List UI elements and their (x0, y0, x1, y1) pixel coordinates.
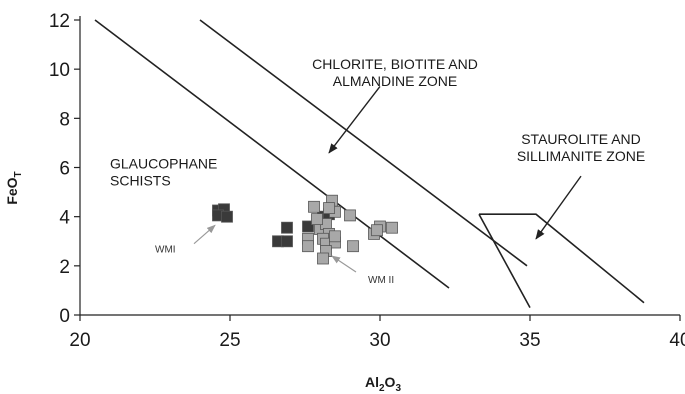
data-points (212, 194, 398, 265)
y-tick-label: 6 (59, 159, 70, 180)
y-tick-label: 8 (59, 109, 70, 130)
boundary-line-3 (479, 213, 645, 304)
series-wmi (212, 203, 335, 248)
data-point (281, 221, 293, 234)
boundary-line-1 (94, 19, 450, 289)
label-wm-ii: WM II (368, 275, 394, 286)
data-point (302, 240, 314, 253)
x-tick-label: 35 (519, 330, 540, 351)
label-staurolite-zone: STAUROLITE AND SILLIMANITE ZONE (517, 131, 645, 164)
data-point (323, 202, 335, 215)
data-point (311, 213, 323, 226)
data-point (347, 240, 359, 253)
data-point (281, 235, 293, 248)
boundary-line-4 (478, 213, 531, 308)
arrow-wmi (193, 224, 216, 245)
data-point (221, 210, 233, 223)
arrow-chlorite (328, 85, 381, 154)
data-point (308, 200, 320, 213)
arrow-staurolite (535, 175, 582, 240)
x-tick-label: 25 (219, 330, 240, 351)
zone-boundary-lines (94, 19, 645, 308)
y-tick-label: 12 (49, 11, 70, 32)
series-wm-ii (302, 194, 398, 265)
data-point (302, 220, 314, 233)
label-glaucophane: GLAUCOPHANE SCHISTS (110, 156, 217, 189)
label-wmi: WMI (155, 244, 176, 255)
x-tick-label: 20 (69, 330, 90, 351)
y-tick-label: 0 (59, 306, 70, 327)
annotations: CHLORITE, BIOTITE AND ALMANDINE ZONE STAUR… (110, 56, 645, 286)
y-tick-label: 10 (49, 60, 70, 81)
y-tick-label: 4 (59, 208, 70, 229)
y-axis-title: FeOT (4, 171, 24, 204)
boundary-line-2 (199, 19, 528, 267)
data-point (344, 209, 356, 222)
x-axis-title: Al2O3 (365, 374, 401, 394)
x-tick-label: 30 (369, 330, 390, 351)
data-point (329, 230, 341, 243)
arrow-wm-ii (331, 255, 357, 273)
axes: 0 2 4 6 8 10 12 20 25 30 35 40 (49, 11, 685, 351)
data-point (371, 224, 383, 237)
data-point (386, 221, 398, 234)
label-chlorite-zone: CHLORITE, BIOTITE AND ALMANDINE ZONE (312, 56, 478, 89)
x-tick-label: 40 (669, 330, 685, 351)
data-point (317, 252, 329, 265)
y-tick-label: 2 (59, 257, 70, 278)
